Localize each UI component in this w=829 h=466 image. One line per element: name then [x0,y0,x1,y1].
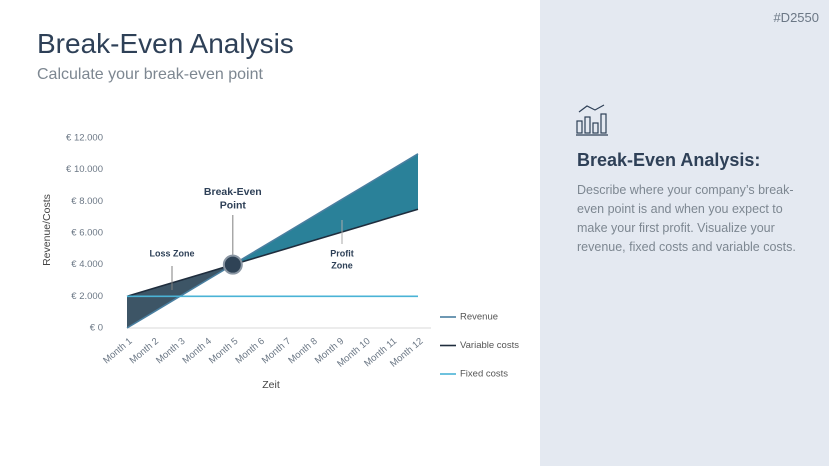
x-tick-label: Month 1 [101,336,134,366]
y-tick-label: € 10.000 [66,164,103,175]
panel-heading: Break-Even Analysis: [577,150,761,170]
annotation: Profit [330,248,354,258]
slide-subtitle: Calculate your break-even point [37,66,263,83]
annotation: Loss Zone [149,248,194,258]
y-tick-label: € 12.000 [66,133,103,144]
x-tick-label: Month 5 [207,336,240,366]
annotation: Zone [331,260,353,270]
chart-icon [576,104,608,136]
x-axis-title: Zeit [262,379,280,391]
y-axis-title: Revenue/Costs [41,194,53,266]
y-tick-label: € 8.000 [71,196,103,207]
x-tick-label: Month 4 [181,336,214,366]
side-panel [540,0,829,466]
legend-label: Variable costs [460,340,519,351]
legend-label: Revenue [460,312,498,323]
series-line [126,153,419,329]
y-tick-label: € 6.000 [71,228,103,239]
y-tick-label: € 2.000 [71,291,103,302]
x-tick-label: Month 7 [260,336,293,366]
y-tick-label: € 4.000 [71,259,103,270]
x-tick-label: Month 8 [286,336,319,366]
slide-tag: #D2550 [773,10,819,25]
x-tick-label: Month 2 [128,336,161,366]
break-even-point [222,254,243,275]
x-tick-label: Month 3 [154,336,187,366]
legend-label: Fixed costs [460,369,508,380]
x-tick-label: Month 6 [233,336,266,366]
series-line [126,208,419,298]
annotation: Point [220,199,247,211]
panel-text: Describe where your company’s break-even… [577,183,796,254]
annotation: Break-Even [204,186,262,198]
y-tick-label: € 0 [90,323,103,334]
slide-title: Break-Even Analysis [37,28,294,59]
